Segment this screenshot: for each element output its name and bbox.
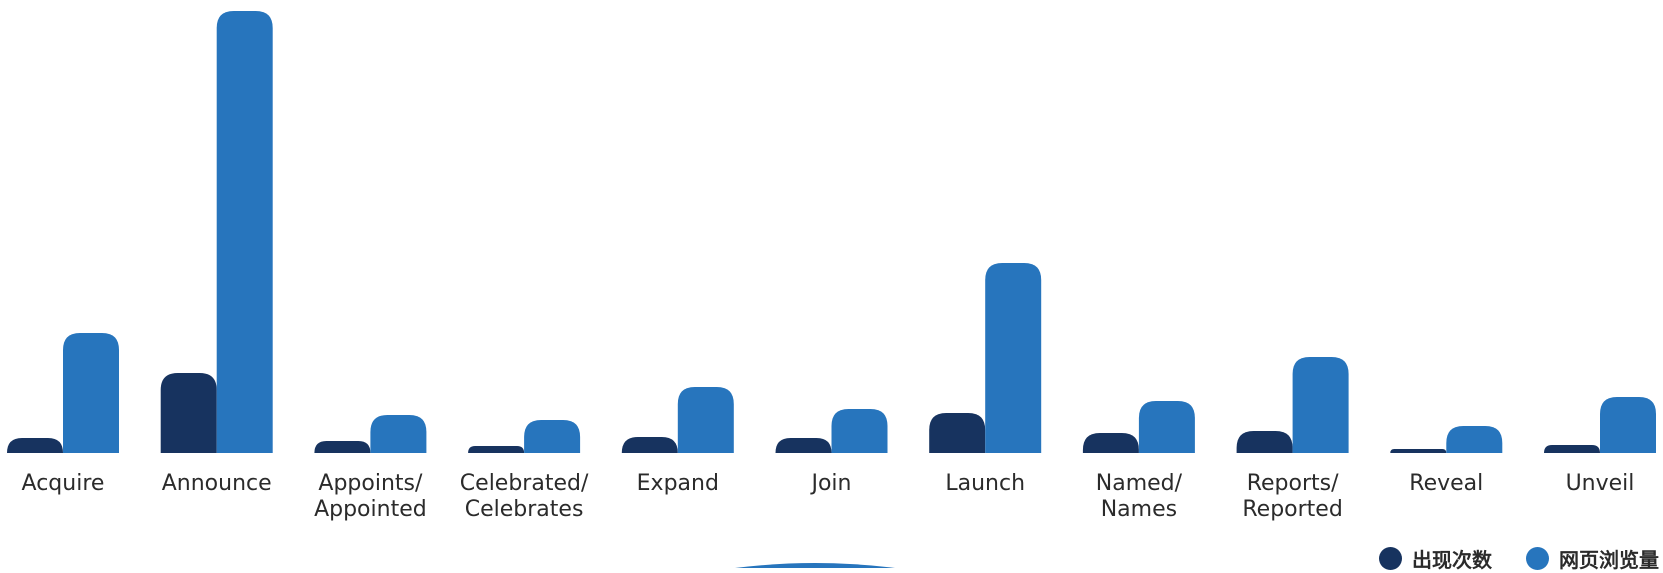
category-label-11: Unveil [1566,471,1635,496]
category-label-line: Launch [945,471,1025,496]
bar-series-1-5 [621,437,678,453]
bar-series-2-4 [524,420,581,453]
bar-series-1-4 [468,446,525,453]
bar-series-1-7 [929,413,986,453]
category-label-line: Names [1101,497,1177,522]
bar-series-2-8 [1138,401,1195,453]
bar-series-1-8 [1082,433,1139,453]
bar-series-1-3 [314,441,371,453]
category-label-line: Appoints/ [318,471,423,496]
legend-item-series-1: 出现次数 [1379,544,1492,573]
legend-label-series-1: 出现次数 [1412,548,1492,572]
category-label-2: Announce [162,471,272,496]
legend-marker-series-1 [1379,547,1402,570]
category-label-4: Celebrated/Celebrates [460,471,589,522]
legend: 出现次数 网页浏览量 [1379,544,1659,573]
bar-series-2-5 [677,387,734,453]
category-label-5: Expand [637,471,719,496]
category-label-line: Acquire [22,471,105,496]
bar-series-2-10 [1446,426,1503,453]
bar-series-2-11 [1600,397,1656,453]
legend-marker-series-2 [1526,547,1549,570]
bar-series-1-11 [1544,445,1600,453]
category-label-line: Appointed [314,497,427,522]
bar-series-2-9 [1292,357,1349,453]
category-label-line: Celebrated/ [460,471,589,496]
category-label-1: Acquire [22,471,105,496]
category-label-line: Join [809,471,851,496]
bar-series-2-1 [63,333,119,453]
category-label-7: Launch [945,471,1025,496]
category-label-line: Expand [637,471,719,496]
category-label-line: Named/ [1096,471,1183,496]
bar-series-1-1 [7,438,63,453]
category-label-line: Reveal [1409,471,1483,496]
category-label-line: Announce [162,471,272,496]
category-label-line: Celebrates [465,497,584,522]
legend-label-series-2: 网页浏览量 [1559,548,1659,572]
category-label-line: Reported [1242,497,1342,522]
bar-series-1-6 [775,438,832,453]
category-label-line: Reports/ [1247,471,1339,496]
bar-series-2-3 [370,415,427,453]
bar-series-2-2 [216,11,273,453]
legend-item-series-2: 网页浏览量 [1526,544,1659,573]
bar-series-2-7 [985,263,1042,453]
category-label-8: Named/Names [1096,471,1183,522]
category-label-line: Unveil [1566,471,1635,496]
bar-series-1-2 [160,373,217,453]
category-label-10: Reveal [1409,471,1483,496]
bars-group [7,11,1656,453]
category-labels-group: Acquire Announce Appoints/Appointed Celebra… [22,471,1635,522]
bar-series-2-6 [831,409,888,453]
decorative-arc [735,563,895,568]
bar-series-1-9 [1236,431,1293,453]
bar-series-1-10 [1390,449,1447,453]
category-label-6: Join [809,471,851,496]
category-label-9: Reports/Reported [1242,471,1342,522]
category-label-3: Appoints/Appointed [314,471,427,522]
